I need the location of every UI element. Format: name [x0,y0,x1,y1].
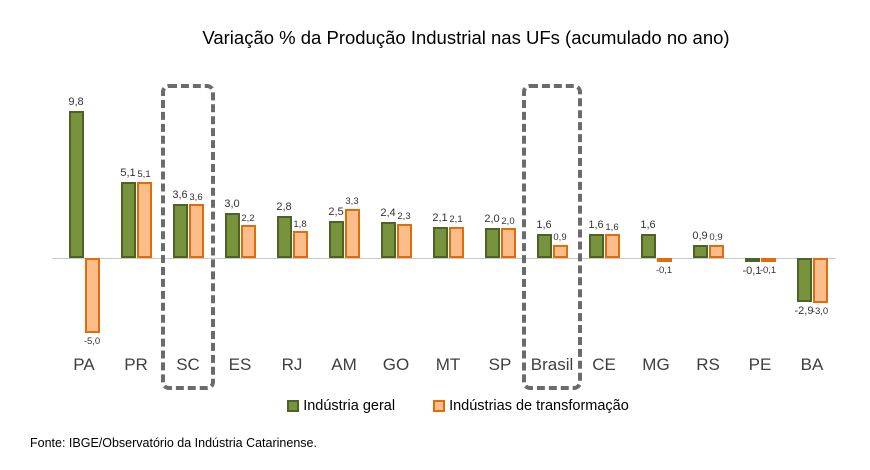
bar-transformacao-sp [500,228,516,258]
value-label-transformacao-ba: -3,0 [811,306,829,317]
value-label-industria-geral-ba: -2,9 [794,304,814,317]
category-label-rj: RJ [281,355,303,374]
bar-transformacao-am [344,208,360,258]
bar-industria-geral-pr [120,181,136,258]
value-label-industria-geral-pe: -0,1 [742,265,762,277]
value-label-industria-geral-ce: 1,6 [588,219,604,231]
value-label-transformacao-pa: -5,0 [83,336,101,347]
legend-swatch-industria-geral [287,400,300,412]
bar-transformacao-mg [656,258,672,262]
bar-transformacao-ce [604,234,620,258]
bar-transformacao-brasil [552,244,568,258]
category-label-pe: PE [748,355,772,374]
chart-title: Variação % da Produção Industrial nas UF… [202,27,730,48]
value-label-transformacao-mg: -0,1 [655,265,673,276]
value-label-transformacao-brasil: 0,9 [553,232,567,243]
category-label-mg: MG [642,355,670,374]
category-label-pr: PR [124,355,148,374]
legend-item-industria-geral: Indústria geral [287,398,395,414]
value-label-transformacao-am: 3,3 [345,196,359,207]
bar-industria-geral-pa [68,111,84,258]
bar-transformacao-rj [292,231,308,258]
bar-transformacao-pa [84,258,100,333]
bar-industria-geral-ce [588,234,604,258]
bar-industria-geral-brasil [536,234,552,258]
legend: Indústria geral Indústrias de transforma… [46,398,870,414]
category-label-brasil: Brasil [530,355,574,374]
legend-swatch-industrias-transformacao [433,400,446,412]
value-label-industria-geral-pa: 9,8 [68,96,84,108]
value-label-transformacao-sp: 2,0 [501,215,515,227]
value-label-industria-geral-rs: 0,9 [692,229,708,242]
bar-transformacao-go [396,223,412,258]
source-note: Fonte: IBGE/Observatório da Indústria Ca… [30,436,317,450]
value-label-industria-geral-pr: 5,1 [120,166,136,179]
category-label-es: ES [228,355,252,374]
value-label-industria-geral-sp: 2,0 [484,213,500,225]
value-label-transformacao-rj: 1,8 [293,218,307,230]
value-label-industria-geral-mg: 1,6 [640,219,656,231]
category-label-rs: RS [696,355,720,374]
value-label-transformacao-go: 2,3 [397,211,411,222]
category-label-sp: SP [488,355,512,374]
category-label-go: GO [382,355,410,374]
value-label-industria-geral-rj: 2,8 [276,201,292,213]
bar-industria-geral-am [328,220,344,258]
category-label-ce: CE [592,355,616,374]
value-label-transformacao-mt: 2,1 [449,214,463,225]
bar-industria-geral-mg [640,234,656,258]
bar-transformacao-pe [760,258,776,262]
category-label-mt: MT [435,355,461,374]
value-label-transformacao-sc: 3,6 [189,191,203,203]
bar-transformacao-pr [136,181,152,258]
value-label-industria-geral-sc: 3,6 [172,189,188,201]
highlight-box-sc [161,84,215,390]
bar-industria-geral-ba [796,258,812,302]
legend-label-industria-geral: Indústria geral [303,398,396,414]
bar-industria-geral-rs [692,244,708,258]
category-label-sc: SC [176,355,200,374]
value-label-transformacao-es: 2,2 [241,212,255,224]
bar-industria-geral-es [224,213,240,258]
value-label-industria-geral-es: 3,0 [224,198,240,210]
value-label-transformacao-pr: 5,1 [137,169,151,180]
category-label-ba: BA [800,355,824,374]
bar-transformacao-sc [188,204,204,258]
bar-transformacao-ba [812,258,828,303]
legend-label-industrias-transformacao: Indústrias de transformação [449,398,629,414]
value-label-transformacao-ce: 1,6 [605,221,619,233]
bar-transformacao-es [240,225,256,258]
zero-axis-line [52,258,836,259]
value-label-industria-geral-go: 2,4 [380,207,396,219]
bar-industria-geral-pe [744,258,760,262]
legend-item-industrias-transformacao: Indústrias de transformação [433,398,629,414]
value-label-industria-geral-brasil: 1,6 [536,219,552,231]
value-label-industria-geral-am: 2,5 [328,205,344,218]
bar-transformacao-mt [448,226,464,258]
bar-industria-geral-sc [172,204,188,258]
bar-industria-geral-go [380,222,396,258]
bar-industria-geral-mt [432,226,448,258]
value-label-transformacao-pe: -0,1 [759,265,777,276]
category-label-pa: PA [73,355,95,374]
highlight-box-brasil [522,84,582,390]
bar-industria-geral-rj [276,216,292,258]
category-label-am: AM [331,355,357,374]
value-label-transformacao-rs: 0,9 [709,232,723,243]
value-label-industria-geral-mt: 2,1 [432,211,448,224]
bar-industria-geral-sp [484,228,500,258]
bar-transformacao-rs [708,244,724,258]
